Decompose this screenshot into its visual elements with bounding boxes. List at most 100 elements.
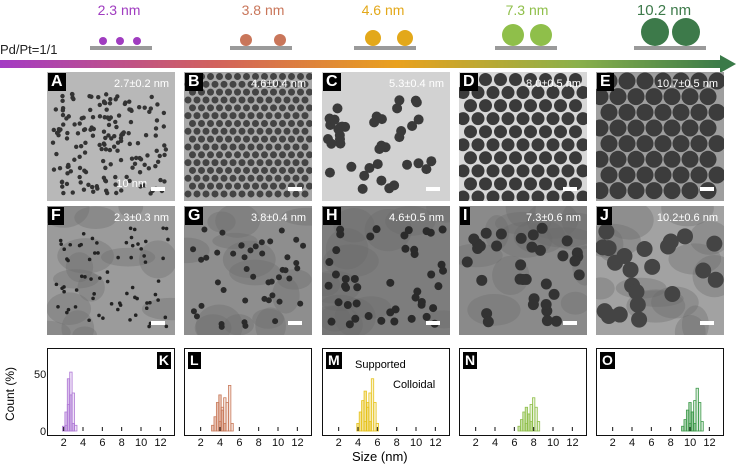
nanoparticle [283,159,291,167]
nanoparticle [129,255,133,260]
nanoparticle [163,147,169,152]
nanoparticle [256,80,264,88]
nanoparticle [569,255,581,267]
nanoparticle [390,317,399,326]
nanoparticle [230,250,237,257]
nanoparticle [142,162,147,167]
nanoparticle [672,72,690,90]
nanoparticle [101,141,107,146]
x-tick-label: 10 [410,437,423,449]
panel-letter: K [156,352,171,369]
nanoparticle [220,80,228,88]
nanoparticle [292,96,300,104]
nanoparticle [270,104,277,112]
nanoparticle [274,174,282,182]
nanoparticle [82,168,87,173]
nanoparticle [539,125,552,139]
nanoparticle [283,190,291,198]
nanoparticle [135,141,141,146]
nanoparticle [274,143,282,151]
x-tick-label: 8 [530,437,537,449]
nanoparticle [645,150,663,168]
nanoparticle [112,133,117,139]
size-measurement: 2.3±0.3 nm [114,212,169,224]
nanoparticle [627,150,645,168]
nanoparticle [283,143,291,151]
nanoparticle [193,143,201,151]
nanoparticle [234,104,241,112]
nanoparticle [193,112,201,120]
x-tick-label: 4 [492,437,499,449]
nanoparticle [270,119,277,127]
nanoparticle [114,124,119,130]
nanoparticle [156,298,160,302]
nanoparticle [193,159,201,167]
nanoparticle [301,80,309,88]
nanoparticle [130,285,135,290]
nanoparticle [699,150,717,168]
nanoparticle [332,103,343,114]
histogram-l: L [184,348,312,436]
bar-colloidal [228,385,232,432]
nanoparticle [214,249,221,256]
nanoparticle [184,143,192,151]
nanoparticle [104,107,109,112]
nanoparticle [708,103,724,121]
support-texture [118,206,144,218]
nanoparticle [561,112,575,126]
x-tick-label: 6 [648,437,655,449]
nanoparticle [238,159,246,167]
nanoparticle [283,96,291,104]
panel-letter: F [48,207,64,225]
nanoparticle [681,88,699,106]
nanoparticle [261,119,268,127]
nanoparticle [218,323,225,330]
nanoparticle [267,238,274,245]
nanoparticle [292,80,300,88]
nanoparticle [148,300,152,305]
nanoparticle [113,174,118,180]
nanoparticle [690,72,708,90]
nanoparticle [491,240,503,252]
nanoparticle [161,256,165,261]
nanoparticle [127,141,132,147]
tem-panel-j: J 10.2±0.6 nm [596,206,724,335]
size-measurement: 8.0±0.5 nm [526,78,581,90]
nanoparticle [107,116,112,122]
support-texture [322,305,351,332]
nanoparticle [274,190,282,198]
tem-image-i [459,206,587,328]
nanoparticle [104,190,110,196]
nanoparticle [247,190,255,198]
nanoparticle [331,270,340,279]
nanoparticle [116,255,120,260]
nanoparticle [343,301,352,310]
nanoparticle [142,105,147,110]
nanoparticle [89,277,93,281]
nanoparticle [301,96,309,104]
nanoparticle [270,182,277,190]
bar-colloidal [536,421,541,432]
nanoparticle [554,125,567,139]
nanoparticle [108,97,113,102]
support-texture [350,296,392,319]
nanoparticle [117,301,122,305]
nanoparticle [596,150,609,168]
nanoparticle [292,159,300,167]
size-label-1: 2.3 nm [97,2,141,18]
scalebar [563,321,577,325]
nanoparticle [392,103,403,114]
nanoparticle [411,293,420,302]
nanoparticle [536,222,548,234]
nanoparticle [270,73,277,80]
nanoparticle [294,265,301,272]
nanoparticle [238,143,246,151]
tem-panel-a: A 2.7±0.2 nm 10 nm [47,72,175,201]
nanoparticle [161,226,165,230]
nanoparticle [114,190,119,196]
nanoparticle [407,314,416,323]
nanoparticle [660,238,677,255]
nanoparticle [101,100,107,105]
nanoparticle [421,164,432,175]
nanoparticle [270,166,277,174]
